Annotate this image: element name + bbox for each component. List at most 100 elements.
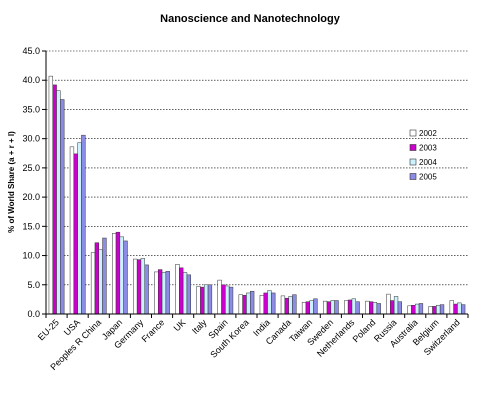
bar-2002-5	[154, 271, 159, 315]
bar-2002-7	[196, 286, 201, 315]
bar-2005-0	[60, 99, 65, 315]
y-tick-label: 30.0	[22, 134, 40, 144]
legend-swatch-2004	[409, 158, 417, 166]
bar-2004-7	[204, 284, 209, 315]
bar-2003-8	[221, 284, 226, 315]
bar-2003-15	[369, 301, 374, 315]
legend-label-2004: 2004	[419, 158, 437, 167]
bar-2003-17	[411, 304, 416, 315]
bar-2004-12	[309, 300, 314, 315]
bar-2004-19	[457, 302, 462, 315]
gridlines	[46, 50, 468, 286]
bar-2005-12	[313, 298, 318, 315]
bar-2002-8	[217, 279, 222, 315]
bar-2002-10	[259, 295, 265, 315]
bar-2003-0	[52, 84, 57, 315]
bar-2004-0	[56, 90, 61, 315]
bar-2002-18	[428, 306, 433, 315]
bar-2003-16	[390, 300, 395, 315]
y-tick-label: 25.0	[22, 163, 40, 173]
bar-2003-1	[73, 153, 78, 315]
bar-2005-15	[376, 303, 381, 315]
bar-2005-8	[228, 286, 234, 315]
bar-2004-11	[288, 296, 293, 315]
bar-2004-13	[330, 300, 335, 315]
axes	[45, 51, 468, 315]
bar-2005-1	[81, 134, 86, 315]
legend-label-2003: 2003	[419, 144, 437, 153]
y-tick-label: 15.0	[22, 221, 40, 231]
y-tick-label: 0.0	[27, 309, 40, 319]
bar-2003-19	[453, 303, 458, 315]
y-tick-label: 5.0	[27, 280, 40, 290]
bar-2003-5	[158, 269, 163, 315]
y-tick-label: 20.0	[22, 192, 40, 202]
bar-2004-16	[393, 296, 399, 315]
bar-2005-16	[397, 301, 402, 315]
bar-2005-9	[249, 290, 255, 315]
bar-2005-10	[271, 292, 276, 315]
bar-2005-13	[334, 300, 339, 315]
bar-2004-6	[182, 272, 188, 315]
bars	[48, 75, 466, 315]
y-axis-label: % of World Share (a + r + l)	[7, 131, 16, 233]
bar-2002-3	[112, 233, 117, 315]
bar-2003-2	[94, 242, 100, 315]
bar-2002-2	[90, 252, 96, 315]
chart-title: Nanoscience and Nanotechnology	[160, 13, 341, 25]
bar-2002-0	[48, 75, 54, 315]
bar-2004-15	[372, 302, 378, 315]
bar-2005-2	[102, 237, 107, 315]
bar-2005-4	[144, 264, 149, 315]
legend-label-2002: 2002	[419, 129, 437, 138]
bar-2002-6	[175, 264, 180, 315]
bar-2004-9	[246, 292, 251, 315]
legend-label-2005: 2005	[419, 173, 437, 182]
bar-2005-19	[460, 304, 466, 315]
bar-2003-13	[326, 301, 332, 315]
bar-2004-14	[351, 298, 356, 315]
bar-2004-18	[436, 304, 441, 315]
bar-2003-6	[179, 267, 184, 315]
bar-2004-17	[415, 303, 420, 315]
x-tick-label: France	[140, 317, 167, 344]
y-tick-label: 35.0	[22, 104, 40, 114]
y-tick-label: 45.0	[22, 46, 40, 56]
legend-swatch-2005	[409, 173, 417, 180]
bar-2005-5	[165, 271, 170, 315]
bar-2005-7	[207, 284, 213, 315]
bar-2002-19	[449, 300, 454, 315]
bar-2003-3	[115, 231, 121, 315]
x-tick-label: EU-25	[36, 317, 61, 342]
bar-2002-17	[407, 305, 412, 315]
bar-2005-3	[123, 240, 128, 315]
bar-2002-15	[365, 300, 370, 315]
bar-2004-2	[98, 249, 103, 315]
bar-2003-4	[136, 259, 142, 315]
bar-2002-11	[280, 295, 286, 315]
bar-2003-7	[200, 286, 205, 315]
bar-2002-13	[323, 300, 328, 315]
bar-2002-4	[133, 258, 138, 315]
bar-2004-10	[267, 290, 272, 315]
bar-2004-8	[225, 285, 230, 315]
legend-swatch-2003	[409, 144, 417, 151]
bar-2003-12	[305, 301, 310, 315]
legend-swatch-2002	[409, 129, 417, 137]
bar-2005-17	[418, 303, 424, 315]
bar-2005-6	[186, 274, 191, 315]
y-tick-label: 10.0	[22, 251, 40, 261]
bar-2005-14	[355, 301, 360, 315]
bar-2003-14	[347, 299, 353, 315]
x-tick-label: Poland	[351, 317, 378, 344]
y-tick-labels: 0.0 5.0 10.0 15.0 20.0 25.0 30.0 35.0 40.0 45.0	[22, 46, 46, 319]
bar-2003-11	[284, 297, 289, 315]
bar-2004-3	[119, 236, 124, 315]
bar-2003-18	[432, 306, 437, 315]
legend: 2002 2003 2004 2005	[409, 129, 437, 182]
bar-2005-11	[292, 294, 297, 315]
bar-2004-5	[161, 272, 167, 315]
bar-2002-12	[301, 302, 307, 315]
y-tick-label: 40.0	[22, 75, 40, 85]
